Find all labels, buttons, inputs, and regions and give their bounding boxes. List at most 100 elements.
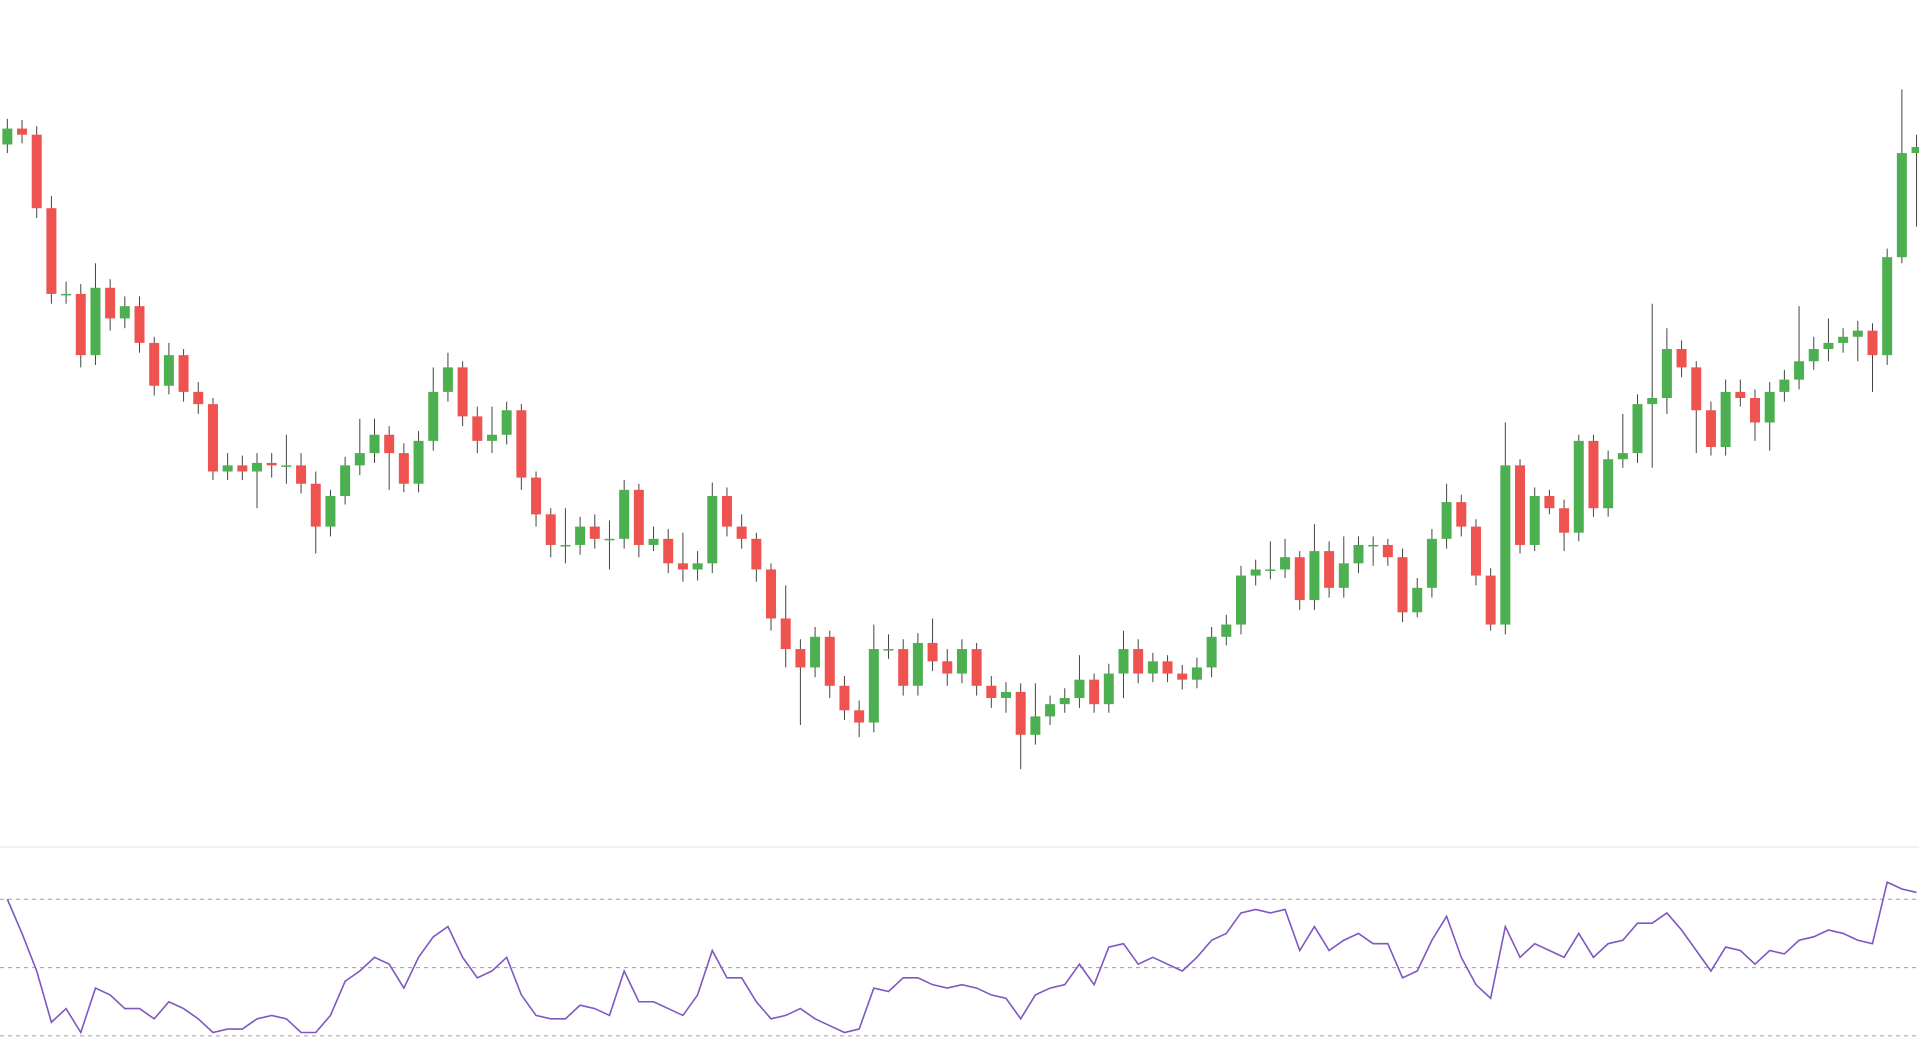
candle-body: [942, 661, 953, 674]
candle-body: [1280, 557, 1291, 570]
candle-body: [1206, 636, 1217, 668]
candle-body: [1573, 440, 1584, 533]
candle-body: [31, 134, 42, 209]
candle-body: [105, 287, 116, 319]
candle-body: [1191, 667, 1202, 680]
candle-body: [178, 355, 189, 392]
candle-body: [560, 544, 571, 547]
candle-body: [1750, 398, 1761, 423]
candle-body: [1353, 544, 1364, 564]
rsi-line: [6, 881, 1917, 1035]
candle-body: [1235, 575, 1246, 625]
candle-body: [1397, 557, 1408, 613]
candle-body: [207, 404, 218, 472]
candle-body: [310, 483, 321, 527]
candle-body: [354, 453, 365, 466]
candle-body: [1691, 367, 1702, 411]
candle-body: [707, 495, 718, 564]
candle-body: [736, 526, 747, 539]
candle-body: [1867, 330, 1878, 356]
candle-body: [1588, 440, 1599, 509]
candle-body: [1030, 716, 1041, 735]
candle-body: [472, 416, 483, 441]
candle-body: [369, 434, 380, 454]
candle-body: [1456, 502, 1467, 527]
candle-body: [1544, 495, 1555, 509]
candle-body: [633, 489, 644, 545]
candle-body: [971, 649, 982, 686]
candle-body: [1382, 544, 1393, 558]
candle-body: [1221, 624, 1232, 637]
candle-body: [1059, 698, 1070, 705]
candle-body: [413, 440, 424, 484]
candle-body: [237, 465, 248, 472]
candle-body: [810, 636, 821, 668]
candle-body: [1177, 673, 1188, 680]
candle-body: [663, 538, 674, 564]
candle-body: [1426, 538, 1437, 588]
candle-body: [149, 342, 160, 386]
candle-body: [1470, 526, 1481, 576]
candle-body: [325, 495, 336, 527]
candle-body: [1838, 336, 1849, 343]
candle-body: [1500, 465, 1511, 625]
candle-body: [428, 391, 439, 441]
candle-body: [1118, 649, 1129, 674]
candle-body: [222, 465, 233, 472]
candle-body: [1720, 391, 1731, 447]
candle-body: [252, 462, 263, 472]
candle-body: [1617, 453, 1628, 460]
candle-body: [1001, 691, 1012, 699]
candle-body: [1515, 465, 1526, 545]
candle-body: [1559, 508, 1570, 533]
candle-body: [340, 465, 351, 496]
candle-body: [854, 710, 865, 723]
candle-body: [1808, 349, 1819, 362]
candle-body: [1529, 495, 1540, 545]
candle-body: [531, 477, 542, 515]
candle-body: [604, 538, 615, 541]
candle-body: [1147, 661, 1158, 674]
candle-body: [692, 563, 703, 570]
candle-body: [1162, 661, 1173, 674]
candle-body: [193, 391, 204, 405]
candle-body: [75, 293, 86, 356]
candle-body: [1794, 361, 1805, 380]
candle-body: [1896, 153, 1907, 258]
candle-body: [1309, 551, 1320, 601]
candle-body: [1823, 342, 1834, 350]
candle-body: [281, 465, 292, 467]
candle-body: [90, 287, 101, 356]
candle-body: [1911, 146, 1919, 154]
candle-body: [619, 489, 630, 539]
candle-body: [648, 538, 659, 545]
candle-body: [766, 569, 777, 619]
candle-body: [1603, 459, 1614, 509]
candle-body: [134, 306, 145, 343]
candle-body: [1324, 551, 1335, 588]
candle-body: [1632, 404, 1643, 454]
candle-body: [898, 649, 909, 686]
candle-body: [1015, 691, 1026, 735]
candle-body: [795, 649, 806, 668]
candle-body: [780, 618, 791, 650]
candle-body: [1779, 379, 1790, 392]
candle-body: [1089, 679, 1100, 705]
candle-body: [398, 453, 409, 484]
candle-body: [296, 465, 307, 484]
candle-body: [1735, 391, 1746, 399]
candle-body: [1368, 544, 1379, 547]
candle-body: [1338, 563, 1349, 588]
candle-body: [883, 649, 894, 651]
candle-body: [575, 526, 586, 545]
candle-body: [1661, 349, 1672, 399]
candle-body: [545, 514, 556, 545]
candle-body: [1103, 673, 1114, 705]
candle-body: [501, 410, 512, 435]
candle-body: [1852, 330, 1863, 337]
candle-body: [1074, 679, 1085, 699]
candle-body: [119, 306, 130, 319]
candle-body: [163, 355, 174, 386]
